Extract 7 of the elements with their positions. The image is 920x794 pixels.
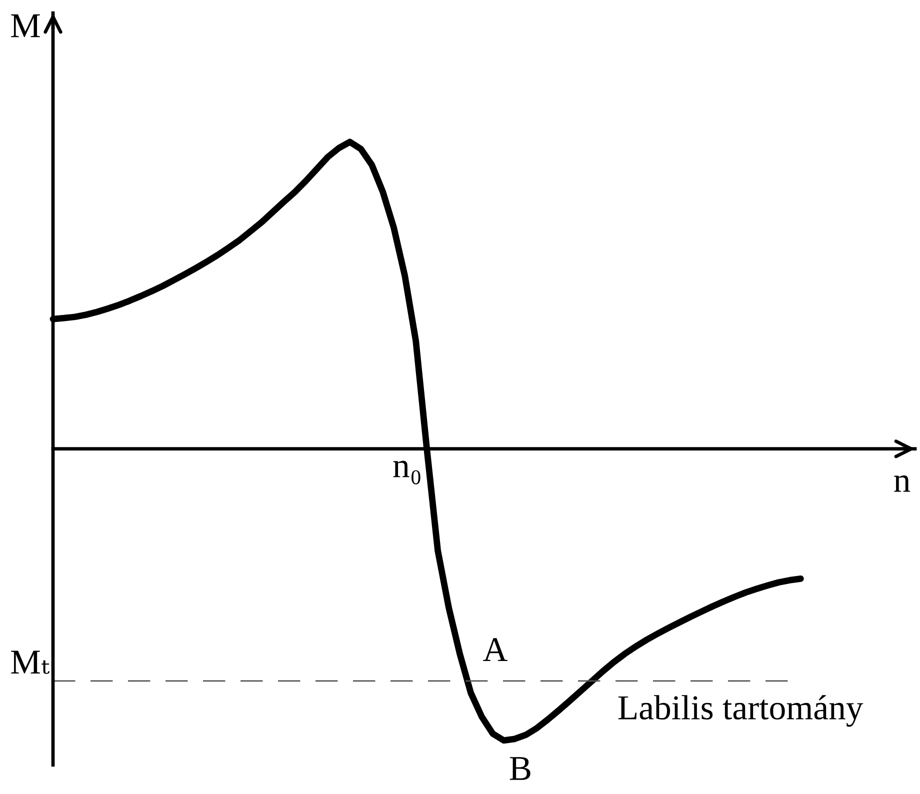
y-axis-title: M [11,14,40,38]
x-axis-title: n [894,475,910,492]
annotation: n₀ [393,460,420,484]
annotation: B [510,757,530,780]
annotation: Labilis tartomány [618,695,864,727]
ref-line-label: Mₜ [11,650,50,674]
annotation: A [483,638,508,662]
